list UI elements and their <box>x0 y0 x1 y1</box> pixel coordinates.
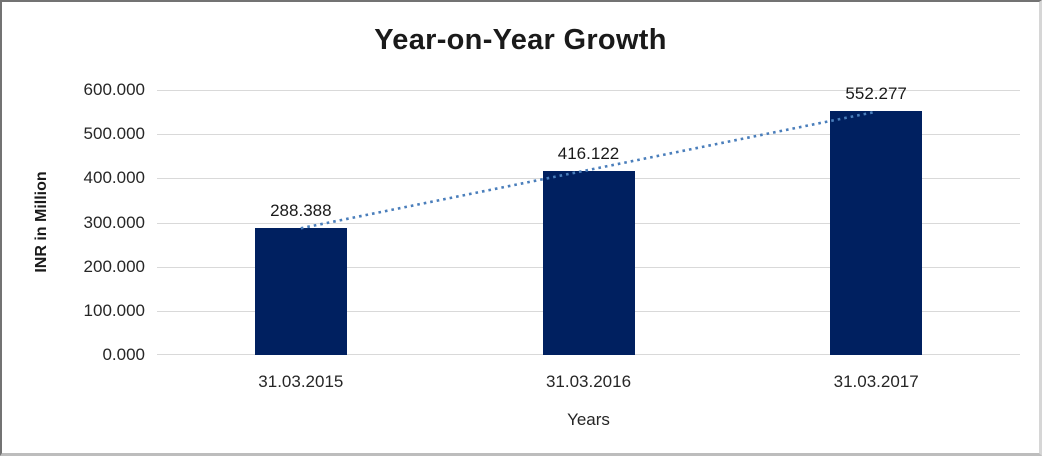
y-tick-label: 600.000 <box>83 80 145 99</box>
y-tick-label: 300.000 <box>83 212 145 232</box>
x-tick-label: 31.03.2016 <box>545 372 632 391</box>
x-axis-tick-labels: 31.03.2015 31.03.2016 31.03.2017 <box>157 372 1020 394</box>
y-tick-label: 500.000 <box>83 124 145 144</box>
y-tick-label: 400.000 <box>83 168 145 188</box>
y-tick-label: 100.000 <box>83 300 145 320</box>
x-tick-label: 31.03.2015 <box>258 372 344 391</box>
bar <box>830 111 923 355</box>
y-tick-label: 200.000 <box>83 256 145 276</box>
x-axis-title: Years <box>567 410 610 429</box>
plot-area: 288.388 416.122 552.277 <box>157 84 1020 355</box>
chart-title: Year-on-Year Growth <box>374 24 667 56</box>
data-label: 416.122 <box>557 144 620 164</box>
data-label: 288.388 <box>270 200 332 220</box>
x-tick-label: 31.03.2017 <box>833 372 919 391</box>
y-tick-label: 0.000 <box>102 345 145 364</box>
bar <box>254 227 347 355</box>
data-label: 552.277 <box>845 84 907 104</box>
y-axis-tick-labels: 0.000 100.000 200.000 300.000 400.000 500.000… <box>2 80 145 364</box>
gridline <box>157 90 1020 91</box>
bar <box>542 171 635 355</box>
